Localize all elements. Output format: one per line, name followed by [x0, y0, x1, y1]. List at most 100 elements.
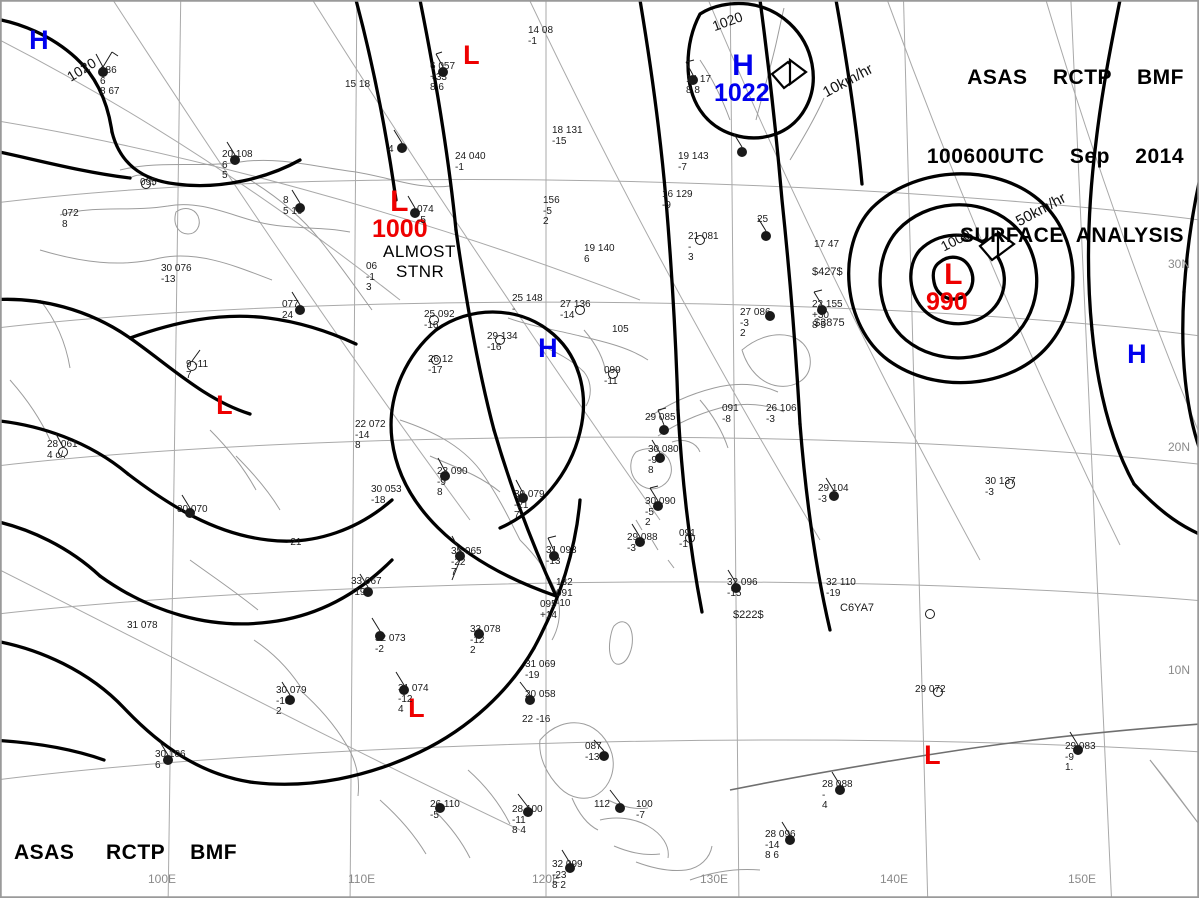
station-value: 132	[556, 577, 573, 588]
station-plot: 186 6 8 67	[100, 65, 119, 98]
station-value: -15	[552, 135, 567, 147]
station-value: -5	[430, 809, 439, 821]
station-value: 091	[722, 403, 739, 414]
station-plot: 19 143 -7	[678, 151, 709, 173]
station-plot: 27 086 -3 2	[740, 307, 771, 340]
lon-tick-150E: 150E	[1068, 872, 1097, 886]
station-value: 2	[645, 517, 651, 528]
header-bottom-left: ASAS RCTP BMF 100600UTC Sep 2014 SURFACE…	[14, 793, 271, 899]
station-value: 28 100	[512, 804, 543, 815]
station-value: -1	[679, 538, 688, 550]
station-value: -13	[585, 751, 600, 763]
station-plot: 14 17 8 8	[686, 74, 711, 96]
station-plot: 28 096 -14 8 6	[765, 829, 796, 862]
station-value: 8	[62, 218, 68, 230]
station-value: 100	[636, 799, 653, 810]
station-value: -9	[662, 199, 671, 211]
station-value: 5 10	[283, 205, 303, 217]
station-value: 30 137	[985, 476, 1016, 487]
station-value: 8 8	[686, 84, 700, 96]
station-plot: 28 088-4	[822, 779, 853, 812]
station-plot: 25	[757, 214, 768, 226]
ship-report-2: $222$	[733, 609, 764, 621]
lat-tick-10N: 10N	[1168, 663, 1191, 677]
station-value: -5	[417, 214, 426, 226]
station-plot: 087 -13	[585, 741, 602, 763]
station-plot: 25 092 -16	[424, 309, 455, 331]
station-value: -1	[455, 161, 464, 173]
station-value: -7	[636, 809, 645, 821]
station-plot: 31 074 -12 4	[398, 683, 429, 716]
station-value: 7	[514, 510, 520, 521]
station-plot: 156 -5 2	[543, 195, 560, 228]
station-value: 1.	[1065, 762, 1074, 773]
station-plot: 24 040 -1	[455, 151, 486, 173]
station-value: 06	[366, 261, 378, 272]
station-plot: 33 078 -12 2	[470, 624, 501, 657]
station-value: 30 080	[648, 444, 679, 455]
wind-barbs	[58, 51, 1083, 873]
station-plot: 15 18	[345, 79, 370, 91]
itcz-line	[729, 723, 1198, 791]
station-value: -23	[552, 869, 567, 881]
station-value: -11	[604, 375, 618, 387]
header-bottom-line1: ASAS RCTP BMF	[14, 841, 238, 864]
station-plot: 4	[388, 144, 394, 156]
station-value: 29 134	[487, 331, 518, 342]
station-plot: 30 080 -9 8	[648, 444, 679, 477]
station-value: -14	[560, 309, 575, 321]
pressure-value-1: 1022	[714, 79, 770, 107]
pressure-system-h-3: H	[1127, 339, 1147, 370]
station-value: 4	[398, 704, 404, 715]
station-value: 26 106	[766, 403, 797, 414]
station-value: 26 110	[430, 799, 460, 810]
station-value: 33 067	[351, 576, 382, 587]
pressure-system-l-6: L	[216, 390, 233, 421]
pressure-system-h-2: H	[538, 333, 558, 364]
station-value: 30 106	[155, 749, 186, 760]
isobars	[1, 1, 1198, 786]
station-plot: 18 131 -15	[552, 125, 583, 147]
station-plot: 29 085	[645, 412, 676, 424]
station-value: 16 129	[662, 189, 693, 200]
station-value: 7	[186, 369, 192, 381]
station-value: -9	[1065, 751, 1074, 763]
station-value: 29 085	[645, 412, 676, 423]
station-value: 8	[437, 487, 443, 498]
station-value: 23 090	[437, 466, 468, 477]
station-value: 32 073	[375, 633, 406, 644]
station-value: 33 078	[470, 624, 501, 635]
station-plot: 100 -7	[636, 799, 653, 821]
station-value: 7	[451, 567, 457, 578]
station-value: 24 040	[455, 151, 486, 162]
station-value: 30 070	[177, 504, 208, 515]
high-motion-arrow	[770, 57, 808, 90]
station-plot: 20 058	[525, 689, 556, 701]
station-value: 6	[222, 159, 228, 171]
station-plot: 14 08 -1	[528, 25, 553, 47]
station-value: 29 083	[1065, 741, 1096, 752]
station-plot: 132 091 -10	[556, 577, 573, 610]
station-plot: 091 -8	[722, 403, 739, 425]
station-plot: 17 47	[814, 239, 839, 251]
ship-report-1: $3875	[814, 317, 845, 329]
barb-shafts	[55, 51, 1079, 864]
station-value: -17	[428, 364, 443, 376]
station-value: 2	[740, 328, 746, 339]
station-plot: 29 104 -3	[818, 483, 849, 505]
station-value: -18	[276, 695, 291, 707]
station-value: 8 2	[552, 880, 566, 891]
station-value: -	[512, 303, 516, 315]
station-value: -1	[528, 35, 537, 47]
station-plot: 30 079 -21 7	[514, 489, 545, 522]
station-value: 20 108	[222, 149, 253, 160]
station-value: 31 078	[127, 620, 158, 631]
station-value: 19 140	[584, 243, 615, 254]
station-value: 2	[470, 645, 476, 656]
station-value: 6 057	[430, 61, 456, 72]
station-plot: 30 137 -3	[985, 476, 1016, 498]
ship-report-0: $427$	[812, 266, 843, 278]
station-value: 8	[355, 440, 361, 451]
lon-tick-110E: 110E	[348, 872, 376, 886]
